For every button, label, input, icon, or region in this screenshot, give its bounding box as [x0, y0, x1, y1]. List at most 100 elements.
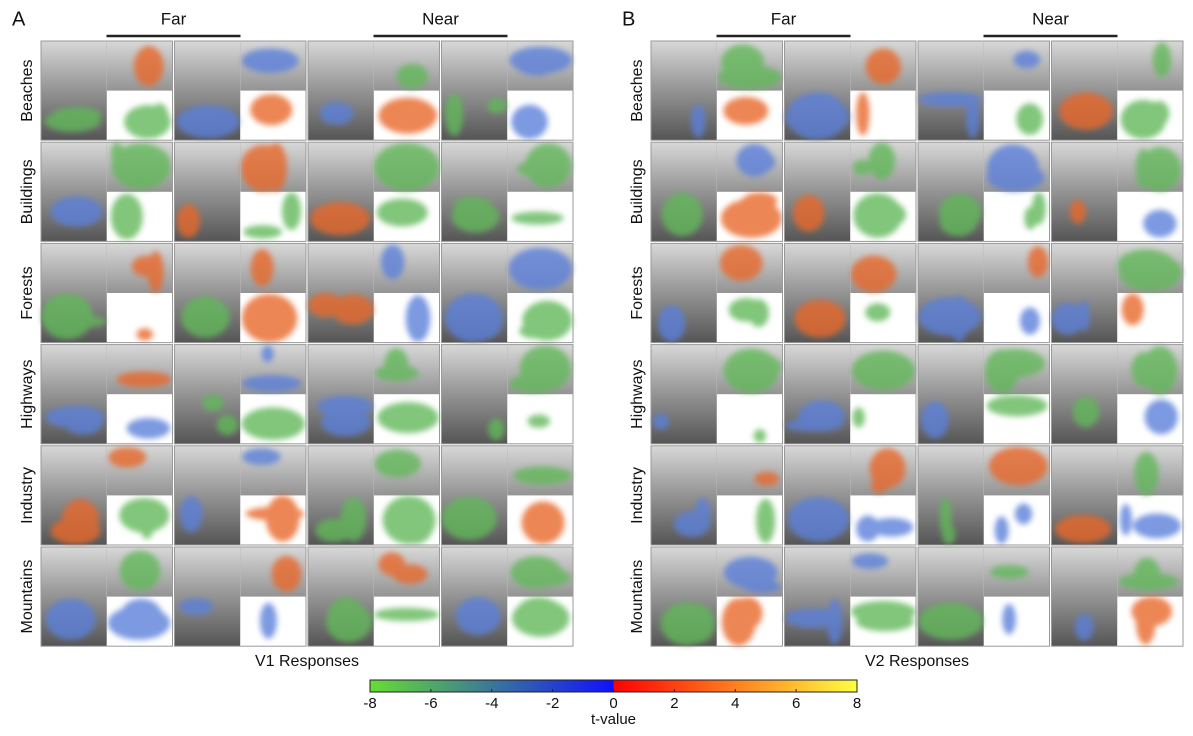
response-blob — [1020, 307, 1040, 334]
response-blob — [1070, 200, 1086, 223]
image-tile — [442, 142, 574, 241]
response-blob — [1002, 604, 1016, 635]
response-blob — [1059, 93, 1112, 130]
response-blob — [1134, 452, 1158, 495]
image-tile — [308, 446, 440, 545]
response-blob — [856, 515, 879, 541]
image-tile — [1052, 446, 1184, 545]
image-tile — [918, 547, 1050, 646]
image-tile — [41, 345, 173, 444]
image-tile — [442, 243, 574, 342]
colorbar-tick-label: -4 — [485, 695, 498, 712]
response-blob — [1120, 504, 1132, 536]
response-blob — [851, 256, 896, 293]
response-blob — [724, 557, 778, 588]
response-blob — [754, 153, 775, 172]
response-blob — [315, 519, 352, 542]
response-blob — [986, 349, 1045, 378]
image-tile — [1052, 142, 1184, 241]
response-blob — [127, 418, 171, 439]
image-tile — [442, 345, 574, 444]
image-tile — [785, 142, 917, 241]
response-blob — [852, 407, 864, 427]
response-blob — [111, 142, 124, 163]
response-blob — [1122, 293, 1144, 325]
response-blob — [406, 295, 431, 342]
image-tile — [308, 547, 440, 646]
response-blob — [918, 92, 981, 107]
image-tile — [918, 345, 1050, 444]
response-blob — [1028, 246, 1048, 277]
colorbar-tick-label: 8 — [853, 695, 861, 712]
row-label: Highways — [19, 360, 36, 429]
blank-quadrant — [984, 495, 1050, 545]
response-blob — [139, 500, 155, 539]
image-tile — [651, 142, 783, 241]
image-tile — [918, 446, 1050, 545]
response-blob — [1134, 558, 1160, 592]
response-blob — [51, 518, 101, 545]
blank-quadrant — [717, 394, 783, 444]
response-blob — [511, 105, 548, 139]
response-blob — [1055, 515, 1111, 543]
response-blob — [721, 199, 782, 238]
response-blob — [525, 254, 556, 281]
response-blob — [262, 345, 274, 362]
image-tile — [785, 547, 917, 646]
response-blob — [108, 447, 146, 468]
column-header: Near — [1032, 9, 1069, 28]
response-blob — [384, 348, 408, 382]
row-label: Highways — [629, 360, 646, 429]
panel-caption: V2 Responses — [865, 653, 969, 670]
response-blob — [865, 201, 906, 228]
response-blob — [516, 597, 562, 630]
response-blob — [452, 201, 500, 233]
response-blob — [180, 598, 213, 615]
image-tile — [41, 142, 173, 241]
response-blob — [409, 146, 434, 185]
response-blob — [793, 195, 824, 232]
colorbar-tick-label: 2 — [670, 695, 678, 712]
response-blob — [202, 395, 223, 411]
image-tile — [651, 446, 783, 545]
image-tile — [308, 345, 440, 444]
response-blob — [377, 402, 438, 433]
response-blob — [939, 208, 977, 237]
response-blob — [1073, 397, 1099, 428]
colorbar-tick-label: -6 — [424, 695, 437, 712]
colorbar-tick-label: 0 — [609, 695, 617, 712]
response-blob — [1145, 399, 1178, 434]
response-blob — [442, 497, 497, 540]
response-blob — [995, 516, 1009, 544]
response-blob — [177, 105, 239, 138]
row-label: Mountains — [629, 560, 646, 634]
response-blob — [662, 193, 703, 236]
response-blob — [729, 298, 764, 322]
response-blob — [120, 599, 163, 635]
response-blob — [243, 225, 282, 238]
colorbar-tick-label: -8 — [363, 695, 376, 712]
response-blob — [242, 48, 299, 72]
response-blob — [827, 599, 842, 645]
image-tile — [442, 547, 574, 646]
response-blob — [272, 556, 302, 592]
response-blob — [488, 418, 504, 440]
row-label: Mountains — [19, 560, 36, 634]
response-blob — [1016, 103, 1043, 135]
blank-quadrant — [984, 597, 1050, 647]
response-blob — [251, 249, 274, 286]
figure: AFarNearV1 ResponsesBeachesBuildingsFore… — [0, 0, 1193, 731]
response-blob — [853, 160, 872, 175]
response-blob — [1131, 597, 1172, 626]
response-blob — [445, 93, 463, 136]
response-blob — [1032, 192, 1046, 225]
colorbar-tick-label: -2 — [546, 695, 559, 712]
response-blob — [134, 46, 164, 86]
row-label: Forests — [19, 266, 36, 319]
response-blob — [652, 414, 668, 430]
response-blob — [1133, 514, 1181, 539]
image-tile — [785, 41, 917, 140]
response-blob — [754, 429, 766, 443]
response-blob — [46, 406, 105, 428]
response-blob — [51, 196, 103, 226]
